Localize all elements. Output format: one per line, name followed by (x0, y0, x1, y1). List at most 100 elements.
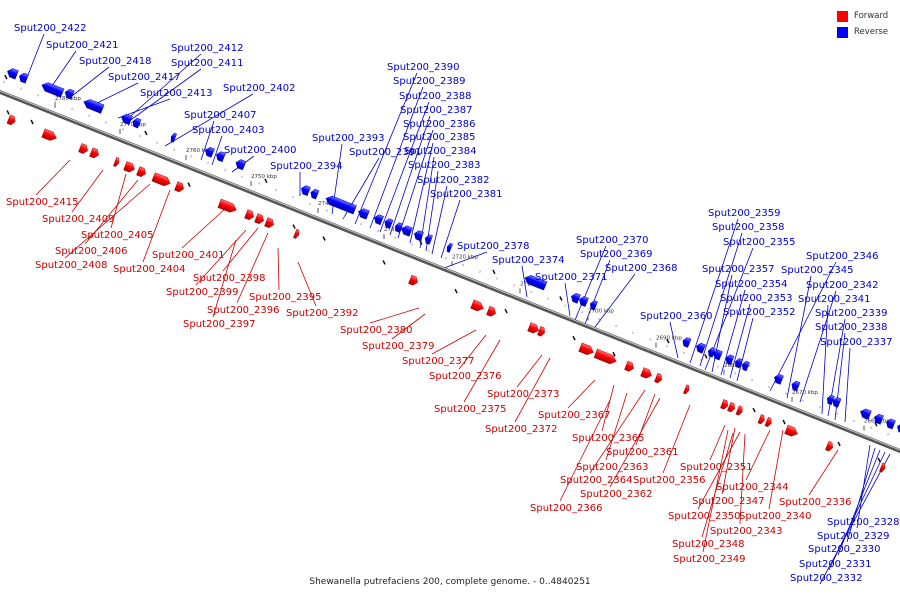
axis-tick (394, 236, 396, 239)
axis-tick (717, 365, 719, 368)
forward-gene (757, 414, 765, 425)
forward-gene-shape (264, 217, 274, 229)
forward-gene-shape (6, 114, 16, 126)
forward-gene-label: Sput200_2404 (113, 264, 186, 275)
reverse-gene-label: Sput200_2329 (817, 531, 890, 542)
forward-leader-line (195, 229, 247, 286)
reverse-gene (401, 225, 413, 237)
axis-tick (802, 399, 804, 402)
axis-tick (71, 107, 73, 111)
axis-tick (37, 94, 39, 97)
forward-gene-label: Sput200_2349 (673, 554, 746, 565)
scale-label: 2670 kbp (792, 390, 818, 396)
forward-gene-label: Sput200_2397 (183, 319, 256, 330)
reverse-gene-shape (205, 146, 215, 158)
forward-gene-label: Sput200_2351 (680, 462, 753, 473)
reverse-gene (827, 394, 835, 406)
reverse-gene-shape (374, 214, 384, 226)
feature-mark (6, 110, 10, 115)
axis-tick (343, 216, 345, 219)
forward-leader-line (463, 339, 501, 403)
axis-tick (258, 182, 260, 185)
forward-leader-line (458, 334, 487, 370)
forward-gene-shape (78, 143, 88, 154)
axis-tick (785, 392, 787, 395)
reverse-leader-line (211, 135, 223, 166)
forward-gene (408, 274, 418, 286)
axis-tick (309, 202, 311, 205)
reverse-leader-line (729, 303, 751, 379)
forward-gene-label: Sput200_2392 (286, 308, 359, 319)
reverse-gene (886, 418, 896, 430)
forward-gene-label: Sput200_2362 (580, 489, 653, 500)
forward-gene-shape (486, 305, 496, 317)
reverse-gene-label: Sput200_2378 (457, 241, 530, 252)
reverse-gene-shape (682, 337, 692, 348)
axis-tick (751, 379, 753, 382)
reverse-gene (571, 292, 581, 304)
forward-leader-line (662, 404, 691, 474)
axis-tick (479, 270, 481, 273)
axis-tick (547, 297, 549, 300)
forward-leader-line (64, 183, 151, 259)
reverse-gene (384, 218, 394, 229)
reverse-gene (347, 203, 357, 215)
reverse-leader-line (369, 86, 424, 229)
forward-leader-line (35, 159, 71, 196)
forward-gene-shape (113, 157, 120, 167)
reverse-gene-label: Sput200_2357 (702, 264, 775, 275)
reverse-gene-shape (696, 342, 706, 354)
forward-gene-label: Sput200_2376 (429, 371, 502, 382)
reverse-leader-line (409, 142, 434, 244)
axis-tick (700, 358, 702, 361)
reverse-gene (170, 132, 177, 143)
reverse-gene (41, 82, 65, 98)
reverse-leader-line (200, 120, 215, 161)
forward-gene-label: Sput200_2336 (779, 497, 852, 508)
forward-gene-shape (593, 348, 617, 365)
reverse-gene-label: Sput200_2345 (781, 265, 854, 276)
scale-label: 2780 kbp (55, 96, 81, 102)
forward-swatch (837, 10, 848, 22)
forward-leader-line (745, 429, 771, 481)
forward-gene (123, 161, 135, 173)
reverse-gene-label: Sput200_2391 (349, 147, 422, 158)
forward-gene-shape (293, 228, 300, 239)
forward-gene-label: Sput200_2415 (6, 197, 79, 208)
reverse-gene-label: Sput200_2400 (224, 145, 297, 156)
legend-reverse: Reverse (837, 24, 899, 40)
reverse-gene-label: Sput200_2355 (723, 237, 796, 248)
feature-mark (572, 335, 576, 341)
forward-gene-label: Sput200_2365 (572, 433, 645, 444)
axis-tick (20, 87, 22, 90)
reverse-gene-shape (735, 358, 743, 369)
reverse-gene (121, 113, 133, 125)
forward-gene (784, 424, 798, 437)
reverse-gene-shape (742, 360, 750, 372)
forward-gene (174, 181, 184, 193)
forward-gene-shape (624, 360, 634, 372)
axis-tick (3, 80, 5, 83)
reverse-gene (235, 159, 247, 171)
forward-gene-label: Sput200_2401 (152, 250, 225, 261)
forward-gene-label: Sput200_2379 (362, 341, 435, 352)
forward-gene (151, 172, 171, 187)
reverse-gene-label: Sput200_2385 (403, 132, 476, 143)
feature-mark (782, 419, 786, 425)
reverse-gene (590, 300, 598, 311)
reverse-gene-shape (886, 418, 896, 430)
reverse-gene-shape (832, 397, 842, 408)
reverse-leader-line (443, 251, 488, 269)
reverse-gene-label: Sput200_2390 (387, 62, 460, 73)
reverse-leader-line (92, 82, 139, 106)
reverse-gene-shape (41, 82, 65, 98)
reverse-gene-shape (401, 225, 413, 237)
reverse-gene-label: Sput200_2353 (720, 293, 793, 304)
reverse-leader-line (736, 317, 754, 382)
reverse-gene (301, 185, 311, 196)
forward-leader-line (567, 379, 596, 409)
axis-tick (768, 385, 770, 389)
axis-tick (853, 419, 855, 422)
feature-mark (419, 240, 423, 246)
